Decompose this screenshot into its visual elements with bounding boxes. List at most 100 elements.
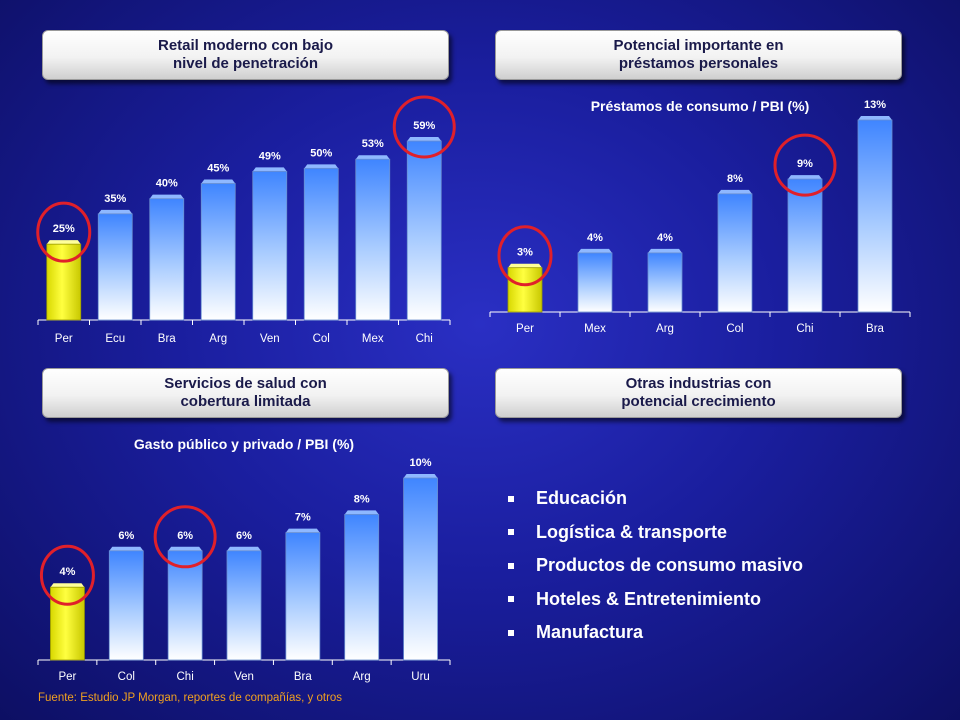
bar-arg [647, 252, 683, 313]
x-tick-label: Arg [209, 333, 227, 345]
list-item: Manufactura [508, 616, 803, 650]
bar-top [407, 137, 442, 142]
bar-top [168, 546, 203, 551]
data-label: 53% [362, 138, 384, 150]
panel-title-line1: Retail moderno con bajo [157, 37, 334, 54]
panel-title-salud: Servicios de salud con cobertura limitad… [42, 368, 449, 418]
x-tick-label: Bra [294, 671, 313, 683]
bar-ecu [97, 213, 133, 321]
data-label: 35% [104, 193, 126, 205]
highlight-circle [497, 225, 553, 287]
data-label: 7% [295, 512, 311, 524]
bar-arg [344, 513, 380, 661]
x-tick-label: Ven [260, 333, 280, 345]
highlight-circle [153, 505, 217, 569]
data-label: 9% [797, 158, 813, 170]
bar-top [304, 164, 339, 169]
list-item-label: Hoteles & Entretenimiento [536, 588, 762, 609]
data-label: 49% [259, 150, 281, 162]
list-item-label: Logística & transporte [536, 521, 728, 542]
bar-top [858, 116, 892, 120]
x-tick-label: Chi [416, 333, 433, 345]
x-tick-label: Mex [584, 323, 606, 335]
bar-uru [403, 477, 438, 661]
data-label: 4% [657, 232, 673, 244]
x-tick-label: Chi [796, 323, 813, 335]
list-item-label: Educación [536, 488, 628, 509]
list-item: Logística & transporte [508, 516, 803, 550]
x-tick-label: Per [58, 671, 76, 683]
data-label: 6% [177, 530, 193, 542]
bullet-square-icon [508, 529, 514, 536]
panel-title-prestamos: Potencial importante en préstamos person… [495, 30, 902, 80]
panel-title-otras: Otras industrias con potencial crecimien… [495, 368, 902, 418]
data-label: 10% [410, 457, 432, 469]
bar-top [252, 167, 287, 172]
bar-top [508, 263, 542, 268]
x-tick-label: Ecu [105, 333, 125, 345]
x-tick-label: Bra [866, 323, 885, 335]
bar-chi [167, 550, 203, 661]
bar-bra [285, 532, 321, 661]
data-label: 6% [236, 530, 252, 542]
bullet-square-icon [508, 629, 514, 636]
x-tick-label: Per [516, 323, 534, 335]
bar-top [109, 546, 144, 551]
x-tick-label: Arg [353, 671, 371, 683]
bar-top [718, 189, 752, 194]
list-item-label: Productos de consumo masivo [536, 555, 804, 576]
list-item-label: Manufactura [536, 622, 644, 643]
bar-top [578, 248, 612, 253]
x-tick-label: Ven [234, 671, 254, 683]
bar-col [108, 550, 144, 661]
panel-title-line2: cobertura limitada [180, 393, 311, 410]
x-tick-label: Uru [411, 671, 430, 683]
x-tick-label: Per [55, 333, 73, 345]
bar-bra [857, 119, 893, 313]
data-label: 25% [53, 223, 75, 235]
bar-top [98, 209, 133, 214]
x-tick-label: Chi [177, 671, 194, 683]
bar-col [303, 167, 339, 321]
list-item: Productos de consumo masivo [508, 549, 803, 583]
panel-title-retail: Retail moderno con bajo nivel de penetra… [42, 30, 449, 80]
x-tick-label: Col [726, 323, 743, 335]
highlight-circle [39, 544, 95, 606]
bar-chi [787, 178, 823, 313]
industries-list: Educación Logística & transporte Product… [508, 482, 803, 650]
panel-title-line1: Potencial importante en [613, 37, 784, 54]
chart-retail: 25% Per 35% Ecu 40% Bra 45% Arg 49% Ven 50% Col 53% M… [36, 95, 456, 345]
bar-ven [226, 550, 262, 661]
data-label: 50% [310, 147, 332, 159]
source-note: Fuente: Estudio JP Morgan, reportes de c… [38, 692, 343, 704]
list-item: Educación [508, 482, 803, 516]
highlight-circle [36, 201, 92, 263]
list-item: Hoteles & Entretenimiento [508, 583, 803, 617]
panel-title-line2: potencial crecimiento [621, 393, 776, 410]
highlight-circle [392, 95, 456, 159]
data-label: 40% [156, 178, 178, 190]
data-label: 13% [864, 99, 886, 111]
bar-top [648, 248, 682, 253]
bar-ven [252, 170, 288, 321]
chart-title: Gasto público y privado / PBI (%) [134, 436, 354, 452]
x-tick-label: Col [313, 333, 330, 345]
panel-title-line2: nivel de penetración [172, 55, 319, 72]
data-label: 3% [517, 247, 533, 259]
bar-top [403, 474, 438, 478]
panel-title-line2: préstamos personales [618, 55, 779, 72]
bar-top [46, 240, 81, 245]
bar-top [201, 179, 236, 184]
bullet-square-icon [508, 562, 514, 569]
bullet-square-icon [508, 596, 514, 603]
x-tick-label: Mex [362, 333, 384, 345]
x-tick-label: Bra [158, 333, 177, 345]
data-label: 6% [118, 530, 134, 542]
bar-top [227, 546, 261, 551]
chart-salud: Gasto público y privado / PBI (%) 4% Per 6%… [37, 436, 451, 683]
bar-mex [577, 252, 613, 313]
bar-bra [149, 198, 185, 321]
x-tick-label: Col [118, 671, 135, 683]
chart-title: Préstamos de consumo / PBI (%) [591, 98, 810, 114]
panel-title-line1: Servicios de salud con [164, 375, 327, 392]
